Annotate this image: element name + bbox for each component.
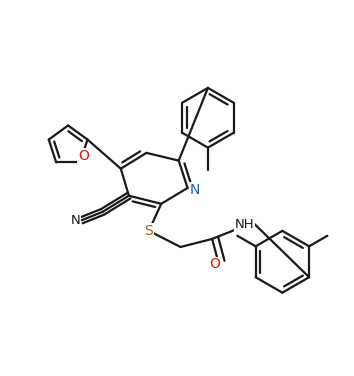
Text: N: N: [70, 214, 80, 227]
Text: N: N: [190, 183, 200, 197]
Text: S: S: [144, 224, 153, 238]
Text: O: O: [78, 149, 89, 163]
Text: NH: NH: [235, 218, 255, 231]
Text: O: O: [209, 257, 220, 271]
